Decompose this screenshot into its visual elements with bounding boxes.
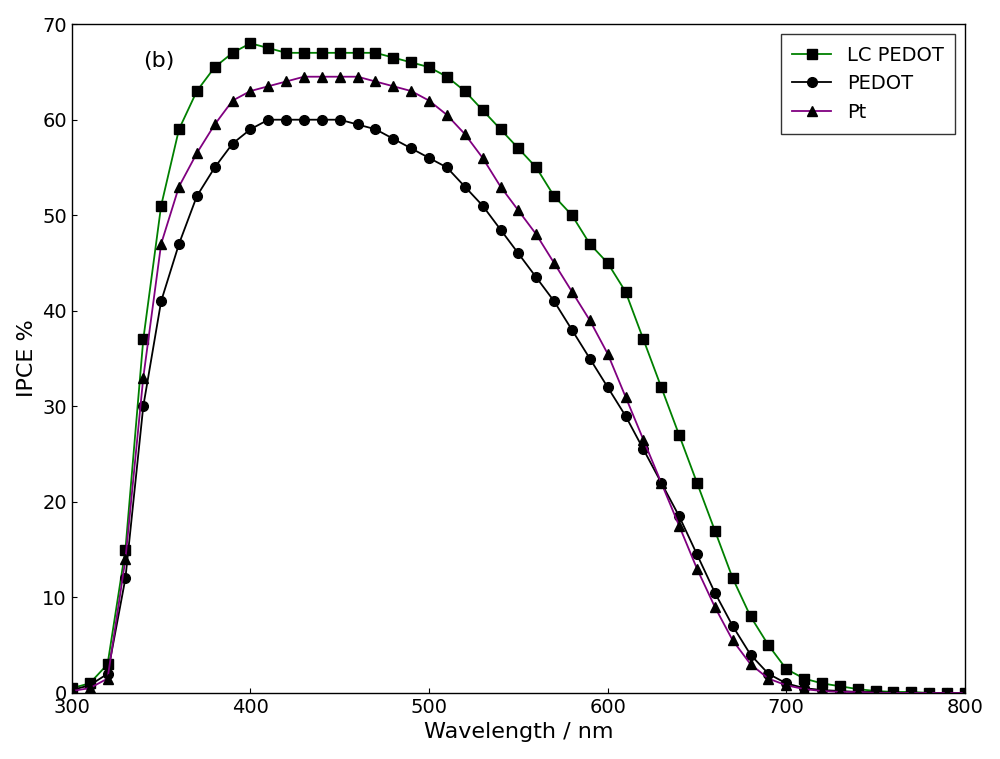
Pt [262,82,274,91]
PEDOT [352,120,364,129]
LC PEDOT [673,430,685,439]
Pt [352,72,364,81]
Pt [959,688,971,698]
Pt [673,521,685,531]
Line: Pt: Pt [67,72,970,698]
LC PEDOT [280,49,292,58]
PEDOT [66,685,78,694]
Line: LC PEDOT: LC PEDOT [67,39,970,698]
LC PEDOT [959,688,971,698]
LC PEDOT [923,688,935,698]
PEDOT [673,512,685,521]
Y-axis label: IPCE %: IPCE % [17,320,37,398]
Pt [66,686,78,695]
PEDOT [369,124,381,134]
LC PEDOT [66,684,78,693]
LC PEDOT [941,688,953,698]
Pt [727,636,739,645]
PEDOT [262,115,274,124]
PEDOT [941,688,953,698]
PEDOT [887,688,899,698]
LC PEDOT [352,49,364,58]
X-axis label: Wavelength / nm: Wavelength / nm [424,723,613,742]
PEDOT [727,622,739,631]
LC PEDOT [727,574,739,583]
LC PEDOT [369,49,381,58]
Pt [941,688,953,698]
Text: (b): (b) [143,51,175,71]
Legend: LC PEDOT, PEDOT, Pt: LC PEDOT, PEDOT, Pt [781,34,955,134]
Pt [298,72,310,81]
Pt [870,688,882,698]
Line: PEDOT: PEDOT [67,115,970,698]
PEDOT [280,115,292,124]
PEDOT [959,688,971,698]
Pt [369,77,381,86]
LC PEDOT [244,39,256,48]
